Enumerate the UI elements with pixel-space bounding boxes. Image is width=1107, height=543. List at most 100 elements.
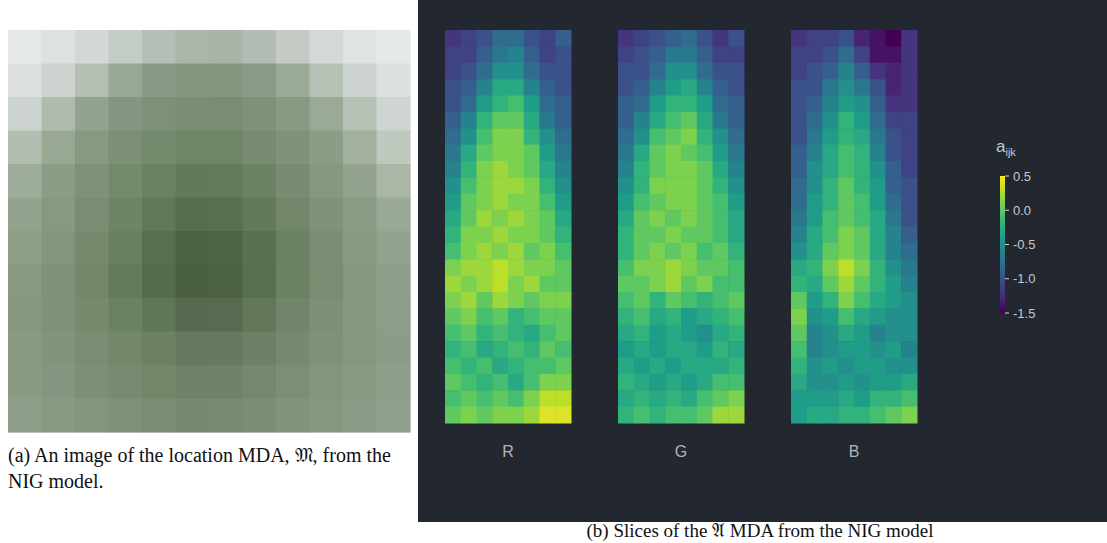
cell <box>886 243 902 260</box>
cell <box>713 341 729 358</box>
pixel <box>142 64 176 98</box>
cell <box>650 407 666 424</box>
cell <box>461 112 477 129</box>
cell <box>901 112 917 129</box>
cell <box>807 46 823 63</box>
cell <box>555 145 571 162</box>
cell <box>650 227 666 244</box>
cell <box>713 374 729 391</box>
cell <box>870 358 886 375</box>
cell <box>823 177 839 194</box>
cell <box>540 325 556 342</box>
cell <box>665 308 681 325</box>
cell <box>901 276 917 293</box>
cell <box>854 276 870 293</box>
cell <box>461 210 477 227</box>
cell <box>870 145 886 162</box>
cell <box>681 46 697 63</box>
cell <box>540 407 556 424</box>
pixel <box>276 64 310 98</box>
pixel <box>243 399 277 433</box>
cell <box>650 79 666 96</box>
pixel <box>42 198 76 232</box>
pixel <box>377 131 411 165</box>
cell <box>555 30 571 47</box>
cell <box>854 145 870 162</box>
pixel <box>142 198 176 232</box>
cell <box>886 325 902 342</box>
cell <box>524 292 540 309</box>
cell <box>681 79 697 96</box>
cell <box>728 96 744 113</box>
cell <box>870 210 886 227</box>
pixel <box>142 399 176 433</box>
cell <box>823 358 839 375</box>
cell <box>540 145 556 162</box>
cell <box>886 341 902 358</box>
cell <box>728 145 744 162</box>
pixel <box>377 365 411 399</box>
cell <box>823 259 839 276</box>
cell <box>665 243 681 260</box>
cell <box>508 341 524 358</box>
cell <box>540 308 556 325</box>
cell <box>524 145 540 162</box>
cell <box>618 374 634 391</box>
cell <box>477 358 493 375</box>
colorbar-tick <box>1005 244 1009 245</box>
cell <box>665 259 681 276</box>
cell <box>650 161 666 178</box>
cell <box>886 259 902 276</box>
cell <box>650 292 666 309</box>
cell <box>445 259 461 276</box>
cell <box>445 96 461 113</box>
cell <box>823 276 839 293</box>
cell <box>713 194 729 211</box>
cell <box>508 210 524 227</box>
cell <box>508 276 524 293</box>
pixel <box>176 30 210 64</box>
cell <box>508 259 524 276</box>
colorbar-tick <box>1005 210 1009 211</box>
cell <box>508 63 524 80</box>
cell <box>697 79 713 96</box>
cell <box>524 161 540 178</box>
pixel <box>276 131 310 165</box>
pixel <box>276 298 310 332</box>
cell <box>524 341 540 358</box>
cell <box>492 407 508 424</box>
pixel <box>75 131 109 165</box>
cell <box>886 177 902 194</box>
cell <box>823 390 839 407</box>
cell <box>461 30 477 47</box>
pixel <box>310 399 344 433</box>
colorbar-tick-label: -0.5 <box>1013 237 1035 252</box>
cell <box>555 194 571 211</box>
cell <box>524 358 540 375</box>
cell <box>461 161 477 178</box>
cell <box>477 177 493 194</box>
pixel <box>343 332 377 366</box>
pixel <box>276 332 310 366</box>
cell <box>791 308 807 325</box>
cell <box>728 227 744 244</box>
cell <box>540 259 556 276</box>
pixel <box>176 231 210 265</box>
cell <box>540 194 556 211</box>
cell <box>540 374 556 391</box>
cell <box>838 177 854 194</box>
colorbar-tick-label: -1.0 <box>1013 271 1035 286</box>
pixel <box>343 97 377 131</box>
cell <box>665 407 681 424</box>
cell <box>524 390 540 407</box>
cell <box>508 30 524 47</box>
pixel <box>176 332 210 366</box>
pixel <box>310 30 344 64</box>
cell <box>807 227 823 244</box>
pixel <box>109 298 143 332</box>
cell <box>524 210 540 227</box>
cell <box>870 259 886 276</box>
cell <box>681 63 697 80</box>
pixel <box>109 97 143 131</box>
cell <box>618 325 634 342</box>
